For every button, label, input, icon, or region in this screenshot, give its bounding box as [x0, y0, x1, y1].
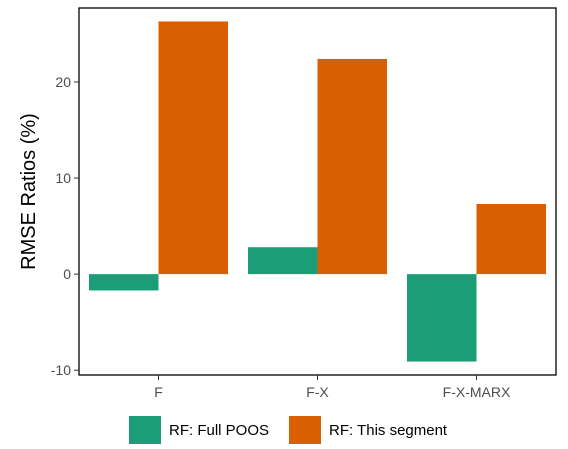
y-tick-label: 0 [63, 266, 71, 282]
legend-label-full-poos: RF: Full POOS [169, 422, 269, 439]
legend: RF: Full POOS RF: This segment [129, 416, 448, 444]
legend-label-this-segment: RF: This segment [329, 422, 448, 439]
y-axis-title: RMSE Ratios (%) [18, 113, 40, 270]
x-tick-label: F [154, 384, 163, 400]
x-tick-label: F-X [306, 384, 329, 400]
y-tick-label: -10 [51, 362, 71, 378]
bar-full-poos-f-x [248, 247, 318, 275]
y-tick-label: 10 [55, 170, 71, 186]
bars-layer [89, 21, 546, 362]
bar-this-segment-f-x-marx [476, 203, 546, 275]
y-axis-ticks: -10 0 10 20 [51, 74, 79, 378]
bar-full-poos-f [89, 274, 159, 291]
bar-this-segment-f [158, 21, 228, 275]
legend-key-full-poos [129, 416, 161, 444]
x-axis-ticks: F F-X F-X-MARX [154, 375, 511, 400]
y-tick-label: 20 [55, 74, 71, 90]
bar-full-poos-f-x-marx [407, 274, 477, 362]
bar-this-segment-f-x [317, 58, 387, 275]
x-tick-label: F-X-MARX [443, 384, 511, 400]
legend-key-this-segment [289, 416, 321, 444]
